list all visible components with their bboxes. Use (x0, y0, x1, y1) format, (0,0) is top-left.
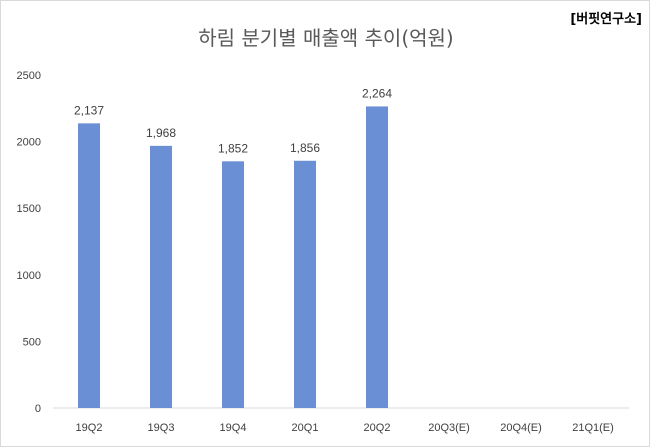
y-tick-label: 1000 (17, 270, 41, 282)
bar (366, 106, 388, 408)
data-label: 2,137 (74, 103, 104, 117)
bar-series (78, 106, 388, 409)
y-tick-label: 2500 (17, 70, 41, 82)
x-category-label: 19Q2 (76, 422, 103, 434)
y-tick-label: 2000 (17, 137, 41, 149)
data-labels: 2,137 1,968 1,852 1,856 2,264 (74, 86, 392, 155)
y-tick-label: 1500 (17, 203, 41, 215)
y-tick-label: 500 (23, 336, 41, 348)
data-label: 1,852 (218, 141, 248, 155)
x-axis-categories: 19Q2 19Q3 19Q4 20Q1 20Q2 20Q3(E) 20Q4(E) 21Q1(E… (76, 422, 614, 434)
x-category-label: 19Q4 (220, 422, 247, 434)
bar (294, 160, 316, 408)
bar (150, 145, 172, 408)
x-category-label: 20Q4(E) (500, 422, 542, 434)
data-label: 1,968 (146, 126, 176, 140)
bar (222, 161, 244, 408)
chart-title: 하림 분기별 매출액 추이(억원) (198, 26, 453, 50)
x-category-label: 20Q2 (364, 422, 391, 434)
y-axis-ticks: 0 500 1000 1500 2000 2500 (17, 70, 41, 415)
source-label: [버핏연구소] (570, 11, 642, 27)
x-category-label: 20Q1 (292, 422, 319, 434)
x-category-label: 20Q3(E) (428, 422, 470, 434)
data-label: 2,264 (362, 86, 392, 100)
x-category-label: 21Q1(E) (572, 422, 614, 434)
bar (78, 123, 100, 409)
x-category-label: 19Q3 (148, 422, 175, 434)
data-label: 1,856 (290, 141, 320, 155)
y-tick-label: 0 (35, 403, 41, 415)
